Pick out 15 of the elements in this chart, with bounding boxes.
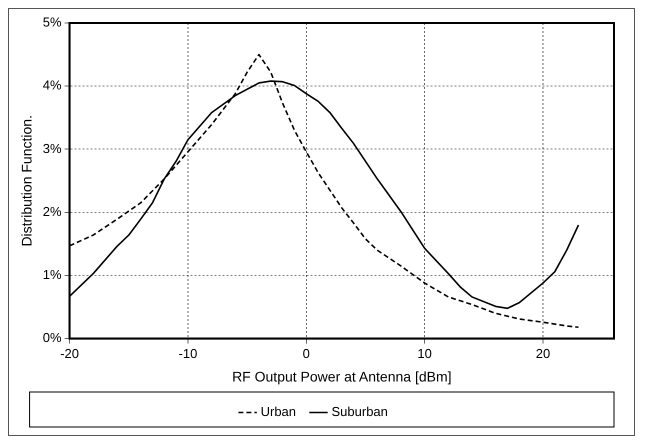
x-tick-label: -10	[178, 346, 198, 361]
y-tick-label: 2%	[42, 204, 62, 219]
y-tick-label: 3%	[42, 140, 62, 156]
y-axis-title: Distribution Function.	[18, 115, 34, 247]
y-tick-label: 0%	[42, 330, 62, 346]
legend-label: Urban	[260, 404, 296, 420]
x-tick-label: 20	[536, 346, 550, 361]
x-tick-label: 10	[417, 346, 432, 361]
x-tick-label: 0	[302, 346, 310, 361]
legend-label: Suburban	[332, 404, 388, 420]
y-tick-label: 1%	[42, 267, 62, 282]
y-tick-label: 5%	[42, 14, 62, 30]
x-tick-label: -20	[60, 346, 79, 361]
x-axis-title: RF Output Power at Antenna [dBm]	[232, 368, 452, 384]
y-tick-label: 4%	[42, 78, 62, 93]
